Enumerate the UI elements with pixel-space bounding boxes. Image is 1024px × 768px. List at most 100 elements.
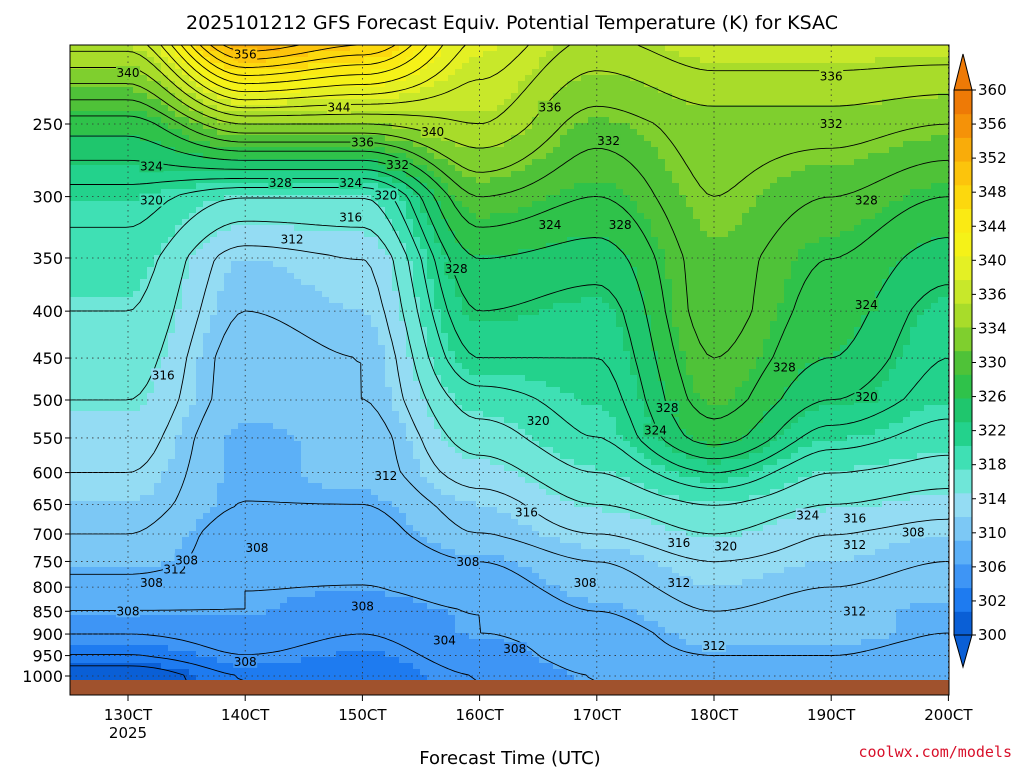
field-cell [546,153,554,160]
field-cell [924,105,932,112]
field-cell [245,135,253,142]
field-cell [553,279,561,286]
field-cell [518,147,526,154]
field-cell [287,213,295,220]
field-cell [238,129,246,136]
field-cell [238,261,246,268]
field-cell [273,279,281,286]
field-cell [154,261,162,268]
field-cell [672,123,680,130]
field-cell [350,129,358,136]
field-cell [406,105,414,112]
field-cell [455,141,463,148]
field-cell [777,183,785,190]
field-cell [511,255,519,262]
field-cell [252,63,260,70]
field-cell [644,261,652,268]
field-cell [77,153,85,160]
field-cell [707,225,715,232]
field-cell [924,147,932,154]
field-cell [154,213,162,220]
field-cell [511,267,519,274]
field-cell [581,201,589,208]
field-cell [595,87,603,94]
field-cell [784,267,792,274]
field-cell [567,81,575,88]
field-cell [756,129,764,136]
field-cell [819,93,827,100]
field-cell [532,249,540,256]
field-cell [651,267,659,274]
field-cell [609,99,617,106]
field-cell [448,93,456,100]
field-cell [665,147,673,154]
field-cell [399,177,407,184]
field-cell [602,57,610,64]
field-cell [819,189,827,196]
field-cell [581,75,589,82]
field-cell [812,123,820,130]
field-cell [721,231,729,238]
field-cell [490,87,498,94]
field-cell [756,159,764,166]
field-cell [392,93,400,100]
field-cell [840,243,848,250]
field-cell [266,153,274,160]
field-cell [945,93,949,100]
field-cell [77,63,85,70]
field-cell [294,135,302,142]
field-cell [294,69,302,76]
field-cell [630,177,638,184]
field-cell [735,267,743,274]
field-cell [770,75,778,82]
field-cell [259,219,267,226]
field-cell [469,141,477,148]
field-cell [133,57,141,64]
field-cell [917,57,925,64]
field-cell [938,129,946,136]
field-cell [651,273,659,280]
field-cell [588,207,596,214]
field-cell [280,135,288,142]
field-cell [210,273,218,280]
field-cell [609,201,617,208]
field-cell [910,261,918,268]
field-cell [203,93,211,100]
field-cell [98,201,106,208]
field-cell [483,273,491,280]
field-cell [735,177,743,184]
field-cell [175,243,183,250]
field-cell [189,135,197,142]
field-cell [448,51,456,58]
field-cell [679,267,687,274]
field-cell [322,189,330,196]
field-cell [539,57,547,64]
field-cell [882,177,890,184]
field-cell [847,255,855,262]
field-cell [756,207,764,214]
field-cell [917,189,925,196]
field-cell [385,225,393,232]
field-cell [861,93,869,100]
field-cell [875,81,883,88]
field-cell [693,63,701,70]
field-cell [490,99,498,106]
field-cell [945,225,949,232]
field-cell [476,45,484,52]
field-cell [392,129,400,136]
field-cell [784,273,792,280]
field-cell [532,135,540,142]
field-cell [84,111,92,118]
field-cell [98,177,106,184]
field-cell [581,261,589,268]
field-cell [287,99,295,106]
field-cell [483,201,491,208]
field-cell [133,237,141,244]
field-cell [315,249,323,256]
field-cell [161,195,169,202]
field-cell [392,171,400,178]
field-cell [742,105,750,112]
field-cell [343,129,351,136]
field-cell [798,201,806,208]
field-cell [336,171,344,178]
